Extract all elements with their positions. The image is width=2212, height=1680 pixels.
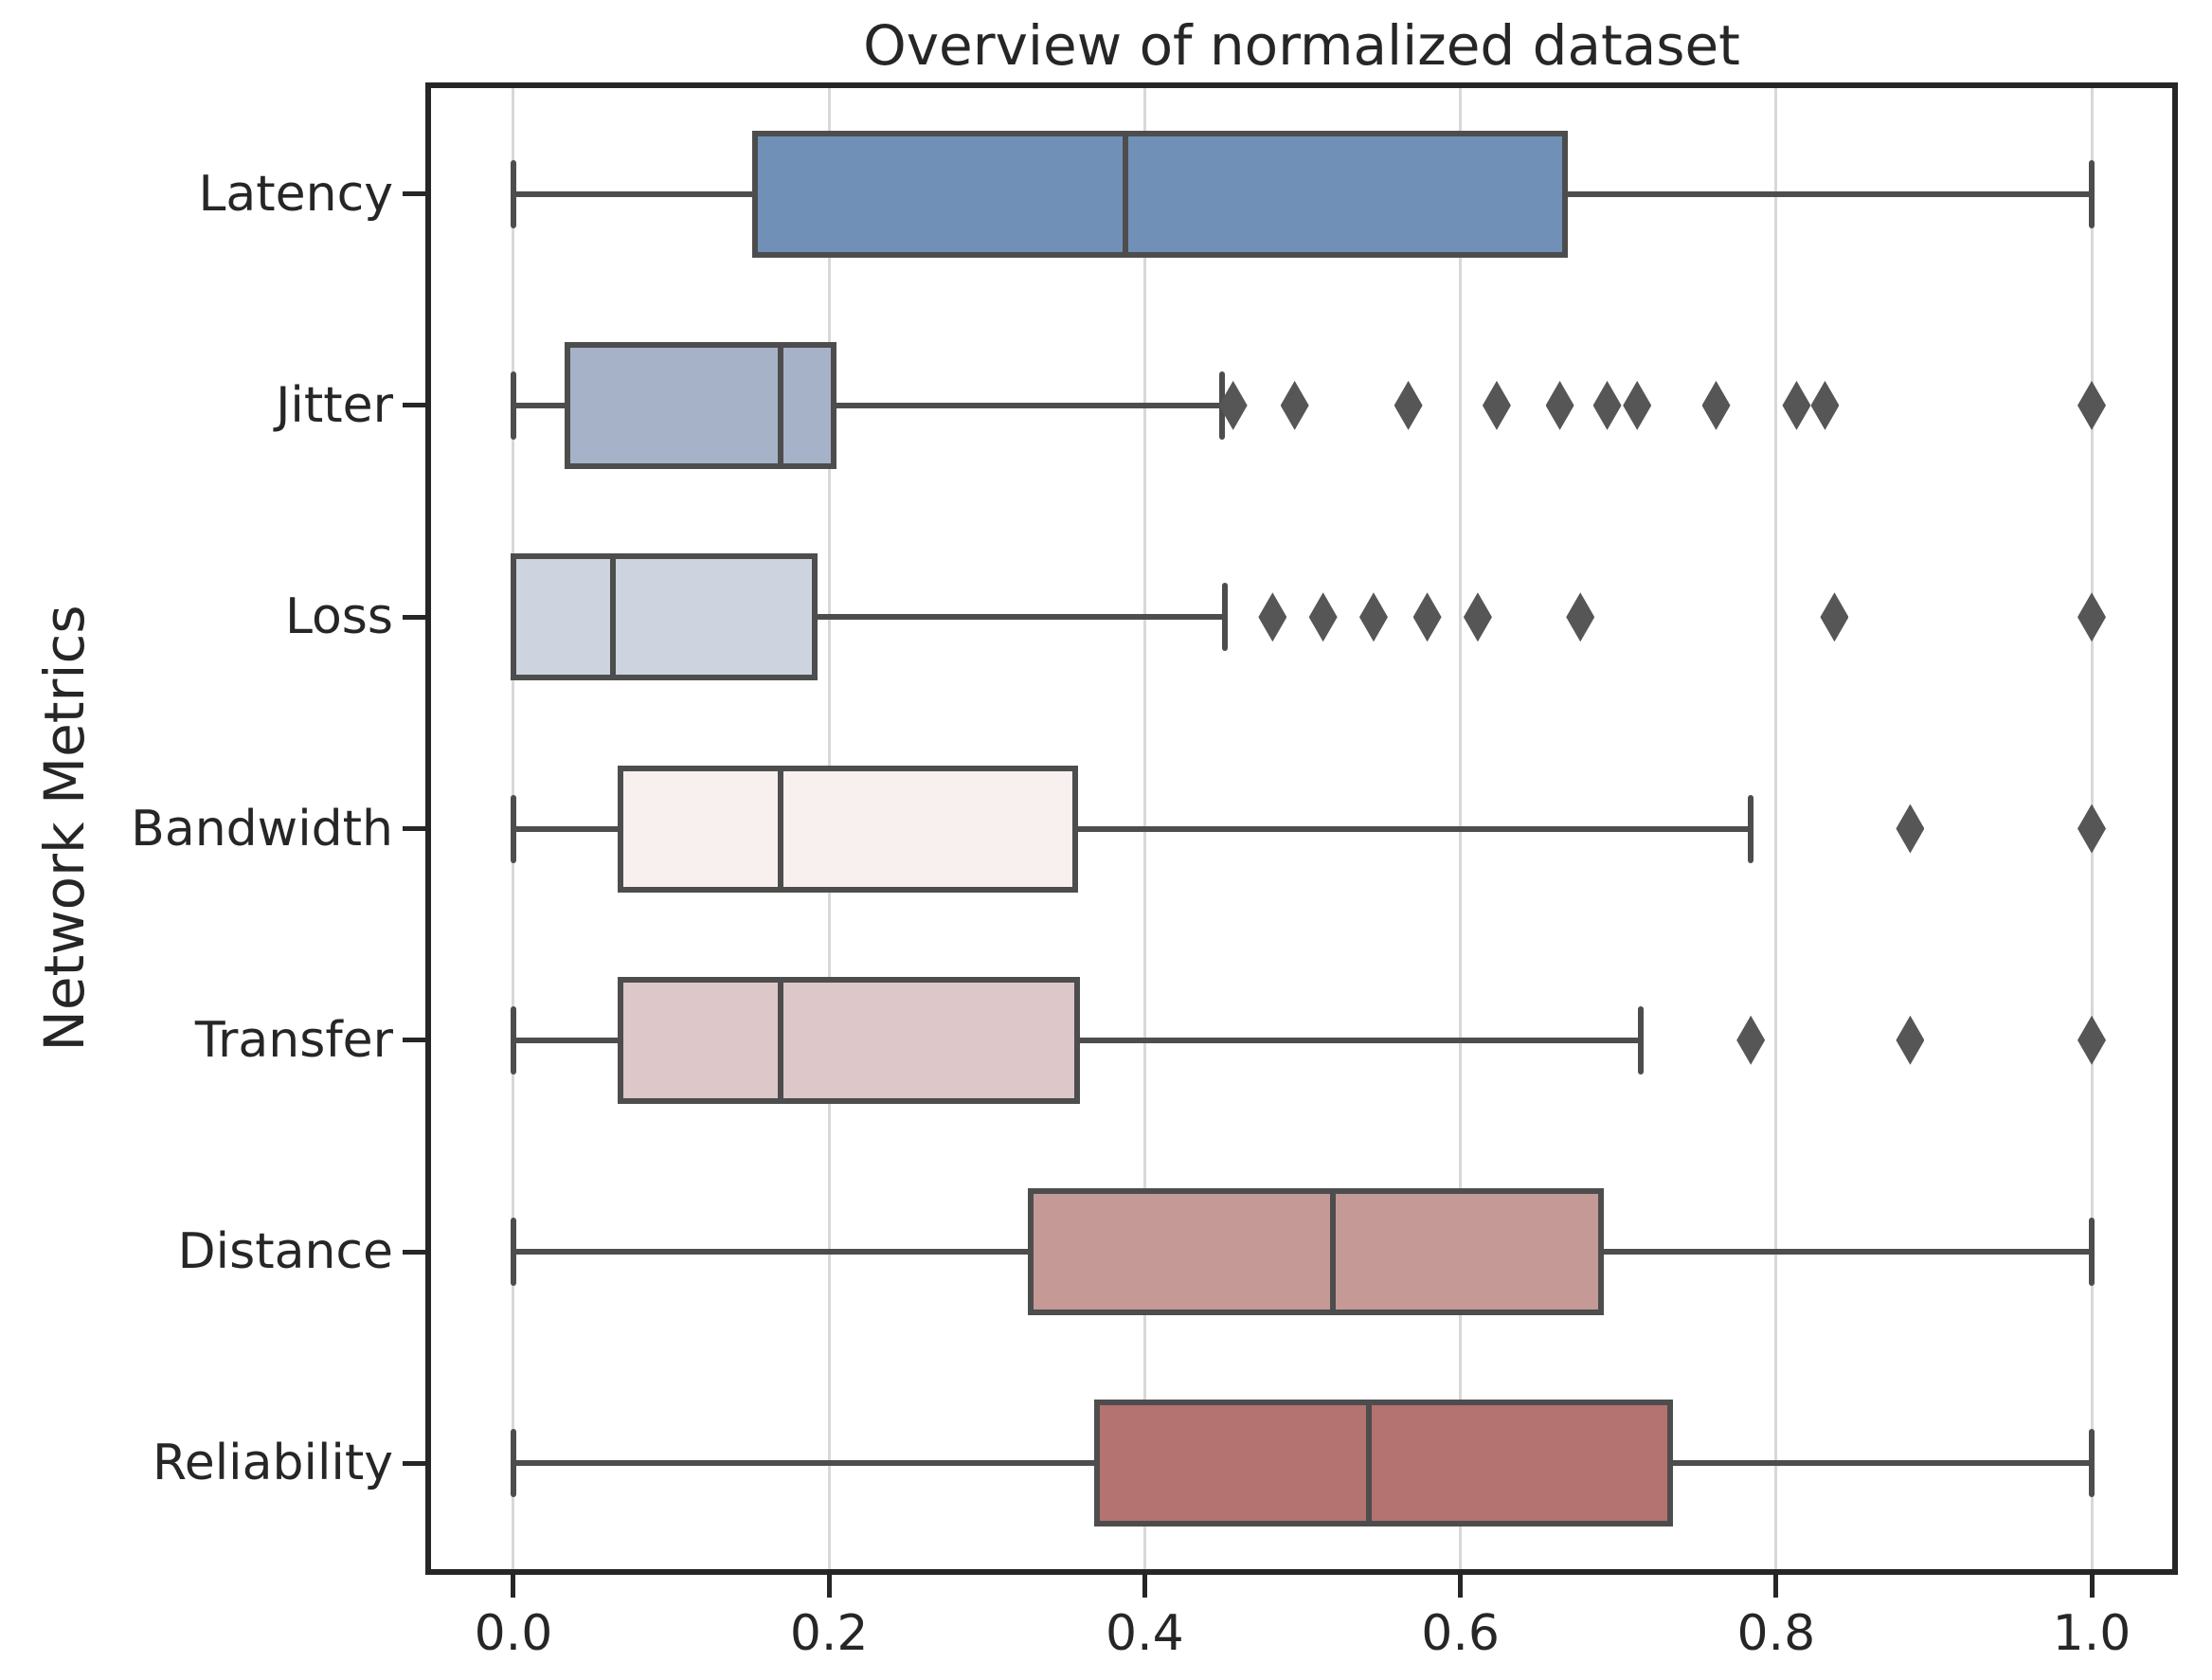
y-tick-label-loss: Loss (284, 588, 393, 646)
whisker-high-jitter (834, 402, 1223, 408)
y-tick-label-reliability: Reliability (152, 1435, 393, 1492)
box-reliability (1094, 1400, 1674, 1527)
x-tick-0.0 (511, 1575, 516, 1598)
outlier-jitter (1810, 380, 1840, 430)
x-tick-label-0.6: 0.6 (1421, 1605, 1500, 1662)
whisker-low-latency (513, 190, 755, 197)
outlier-jitter (1592, 380, 1622, 430)
outlier-transfer (1736, 1015, 1766, 1065)
median-latency (1123, 130, 1129, 258)
outlier-loss (1566, 592, 1595, 642)
x-tick-label-1.0: 1.0 (2052, 1605, 2131, 1662)
cap-high-bandwidth (1748, 794, 1754, 863)
y-tick-loss (403, 614, 425, 620)
y-tick-label-transfer: Transfer (194, 1011, 393, 1069)
x-tick-label-0.4: 0.4 (1106, 1605, 1184, 1662)
x-tick-0.6 (1458, 1575, 1464, 1598)
cap-low-reliability (510, 1429, 516, 1498)
cap-low-jitter (510, 370, 516, 440)
median-transfer (777, 976, 783, 1104)
whisker-low-transfer (513, 1037, 621, 1043)
y-tick-label-bandwidth: Bandwidth (131, 800, 393, 858)
median-reliability (1365, 1400, 1372, 1527)
median-distance (1329, 1188, 1336, 1316)
y-axis-label: Network Metrics (32, 605, 97, 1052)
cap-high-latency (2089, 159, 2095, 228)
box-loss (510, 553, 818, 681)
median-bandwidth (777, 765, 783, 893)
y-tick-bandwidth (403, 826, 425, 831)
plot-area (425, 82, 2178, 1575)
outlier-jitter (1545, 380, 1574, 430)
whisker-low-bandwidth (513, 825, 621, 832)
x-tick-0.8 (1773, 1575, 1779, 1598)
cap-high-transfer (1637, 1005, 1644, 1075)
box-transfer (618, 976, 1080, 1104)
x-tick-1.0 (2089, 1575, 2095, 1598)
outlier-loss (2077, 592, 2107, 642)
x-tick-0.4 (1142, 1575, 1147, 1598)
outlier-jitter (1701, 380, 1731, 430)
y-tick-reliability (403, 1460, 425, 1466)
cap-low-bandwidth (510, 794, 516, 863)
y-tick-latency (403, 191, 425, 197)
whisker-low-distance (513, 1249, 1032, 1255)
box-distance (1028, 1188, 1604, 1316)
x-tick-label-0.2: 0.2 (789, 1605, 869, 1662)
whisker-low-reliability (513, 1460, 1098, 1467)
median-loss (609, 553, 616, 681)
outlier-jitter (2077, 380, 2107, 430)
x-tick-label-0.0: 0.0 (474, 1605, 553, 1662)
box-latency (751, 130, 1568, 258)
cap-low-distance (510, 1218, 516, 1287)
chart-title: Overview of normalized dataset (863, 13, 1740, 78)
gridline-x-0.8 (1774, 88, 1778, 1569)
box-jitter (564, 341, 837, 469)
y-tick-label-distance: Distance (177, 1223, 393, 1281)
y-tick-jitter (403, 403, 425, 408)
outlier-loss (1258, 592, 1287, 642)
outlier-loss (1820, 592, 1849, 642)
cap-low-latency (510, 159, 516, 228)
whisker-high-loss (815, 614, 1226, 621)
median-jitter (777, 341, 783, 469)
whisker-high-distance (1600, 1249, 2093, 1255)
cap-high-reliability (2089, 1429, 2095, 1498)
cap-low-transfer (510, 1005, 516, 1075)
whisker-high-latency (1564, 190, 2093, 197)
outlier-bandwidth (2077, 804, 2107, 854)
outlier-transfer (1896, 1015, 1925, 1065)
outlier-loss (1358, 592, 1388, 642)
outlier-loss (1412, 592, 1442, 642)
y-tick-label-latency: Latency (198, 165, 393, 223)
outlier-loss (1463, 592, 1492, 642)
x-tick-label-0.8: 0.8 (1736, 1605, 1816, 1662)
cap-high-distance (2089, 1218, 2095, 1287)
outlier-jitter (1394, 380, 1423, 430)
whisker-high-bandwidth (1075, 825, 1752, 832)
outlier-jitter (1782, 380, 1811, 430)
y-tick-distance (403, 1249, 425, 1255)
box-bandwidth (618, 765, 1079, 893)
whisker-low-jitter (513, 402, 567, 408)
outlier-jitter (1623, 380, 1652, 430)
outlier-loss (1308, 592, 1338, 642)
x-tick-0.2 (826, 1575, 832, 1598)
cap-high-loss (1222, 583, 1229, 652)
y-tick-transfer (403, 1038, 425, 1043)
outlier-transfer (2077, 1015, 2107, 1065)
whisker-high-transfer (1076, 1037, 1641, 1043)
outlier-jitter (1280, 380, 1309, 430)
outlier-bandwidth (1896, 804, 1925, 854)
y-tick-label-jitter: Jitter (276, 376, 393, 434)
outlier-jitter (1482, 380, 1511, 430)
whisker-high-reliability (1670, 1460, 2093, 1467)
